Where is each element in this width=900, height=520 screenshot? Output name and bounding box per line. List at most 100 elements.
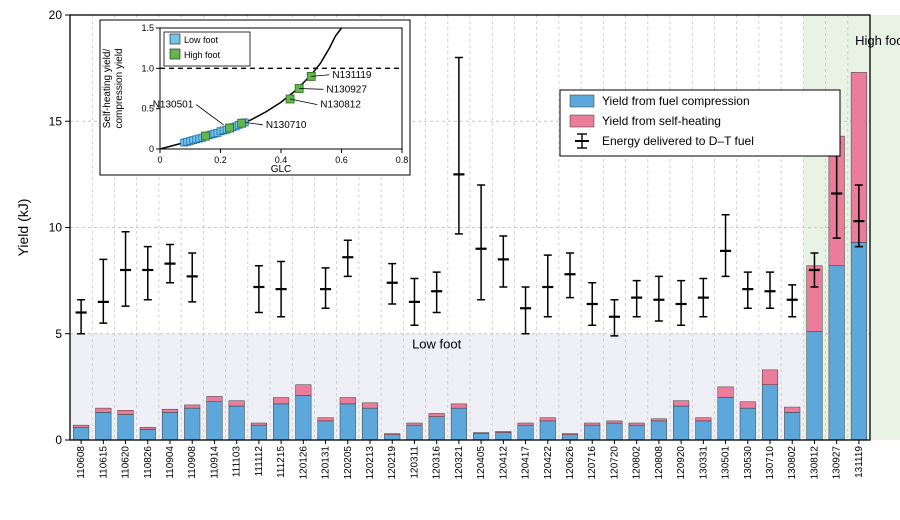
- bar-selfheating: [429, 413, 445, 416]
- bar-selfheating: [784, 407, 800, 412]
- x-tick-label: 120920: [676, 446, 687, 480]
- svg-text:0: 0: [149, 144, 154, 154]
- energy-point: [276, 262, 287, 317]
- bar-selfheating: [629, 423, 645, 425]
- bar-selfheating: [207, 396, 223, 401]
- x-tick-label: 111215: [276, 446, 287, 478]
- bar-compression: [696, 421, 712, 440]
- energy-point: [520, 287, 531, 334]
- bar-compression: [540, 421, 556, 440]
- energy-point: [164, 245, 175, 283]
- bar-compression: [140, 429, 156, 440]
- inset-y-label: compression yield: [114, 48, 125, 128]
- energy-point: [742, 272, 753, 308]
- x-tick-label: 120716: [587, 446, 598, 480]
- energy-point: [387, 264, 398, 304]
- energy-point: [409, 279, 420, 326]
- svg-text:1.5: 1.5: [141, 23, 154, 33]
- svg-text:High foot: High foot: [184, 50, 221, 60]
- energy-point: [676, 281, 687, 326]
- bar-compression: [851, 242, 867, 440]
- energy-point: [342, 240, 353, 276]
- bar-compression: [118, 415, 134, 441]
- bar-selfheating: [651, 419, 667, 421]
- legend-label: Energy delivered to D–T fuel: [602, 134, 754, 148]
- bar-selfheating: [718, 387, 734, 398]
- x-tick-label: 120802: [632, 446, 643, 480]
- bar-selfheating: [251, 423, 267, 425]
- bar-selfheating: [273, 398, 289, 404]
- bar-selfheating: [740, 402, 756, 408]
- bar-compression: [718, 398, 734, 441]
- bar-compression: [296, 395, 312, 440]
- x-tick-label: 120316: [432, 446, 443, 480]
- bar-compression: [562, 435, 578, 440]
- bar-compression: [429, 417, 445, 440]
- bar-selfheating: [340, 398, 356, 404]
- energy-point: [142, 247, 153, 300]
- inset-annotation: N130501: [153, 100, 194, 111]
- x-tick-label: 131119: [854, 446, 865, 478]
- x-tick-label: 120219: [387, 446, 398, 480]
- x-tick-label: 130812: [809, 446, 820, 480]
- x-tick-label: 120412: [498, 446, 509, 480]
- bar-compression: [384, 435, 400, 440]
- bar-selfheating: [584, 423, 600, 425]
- energy-point: [542, 255, 553, 317]
- x-tick-label: 120720: [609, 446, 620, 480]
- inset-marker-highfoot: [238, 119, 246, 127]
- energy-point: [320, 268, 331, 308]
- bar-compression: [407, 425, 423, 440]
- high-foot-label: High foot: [855, 33, 900, 48]
- bar-compression: [784, 412, 800, 440]
- bar-selfheating: [562, 434, 578, 435]
- x-tick-label: 111112: [254, 446, 265, 477]
- bar-compression: [740, 408, 756, 440]
- bar-compression: [184, 408, 200, 440]
- bar-compression: [607, 423, 623, 440]
- energy-point: [787, 285, 798, 317]
- x-tick-label: 110914: [209, 446, 220, 479]
- inset-legend: Low footHigh foot: [164, 32, 250, 66]
- x-tick-label: 120311: [409, 446, 420, 479]
- low-foot-label: Low foot: [412, 337, 462, 352]
- bar-compression: [651, 421, 667, 440]
- inset-marker-highfoot: [226, 124, 234, 132]
- bar-compression: [496, 433, 512, 440]
- x-tick-label: 130802: [787, 446, 798, 480]
- y-tick-label: 15: [49, 114, 63, 128]
- energy-point: [76, 300, 87, 334]
- energy-point: [498, 236, 509, 287]
- bar-selfheating: [318, 418, 334, 421]
- bar-compression: [162, 412, 178, 440]
- energy-point: [631, 281, 642, 317]
- energy-point: [120, 232, 131, 306]
- inset-annotation: N130710: [266, 120, 307, 131]
- x-tick-label: 120417: [521, 446, 532, 480]
- bar-compression: [673, 406, 689, 440]
- bar-selfheating: [162, 409, 178, 412]
- energy-point: [98, 259, 109, 323]
- legend-label: Yield from self-heating: [602, 114, 721, 128]
- x-tick-label: 120131: [321, 446, 332, 480]
- energy-point: [431, 272, 442, 312]
- y-tick-label: 0: [55, 433, 62, 447]
- x-tick-label: 120321: [454, 446, 465, 480]
- bar-selfheating: [296, 385, 312, 396]
- y-tick-label: 20: [49, 8, 63, 22]
- legend: Yield from fuel compressionYield from se…: [560, 90, 840, 156]
- x-tick-label: 120808: [654, 446, 665, 480]
- x-tick-label: 130927: [832, 446, 843, 480]
- inset-annotation: N130927: [326, 84, 367, 95]
- svg-text:0: 0: [157, 155, 162, 165]
- bar-selfheating: [762, 370, 778, 385]
- bar-compression: [229, 406, 245, 440]
- x-tick-label: 130501: [721, 446, 732, 480]
- bar-selfheating: [540, 418, 556, 421]
- x-tick-label: 120405: [476, 446, 487, 480]
- bar-compression: [273, 404, 289, 440]
- bar-compression: [207, 402, 223, 440]
- svg-text:0.8: 0.8: [396, 155, 409, 165]
- energy-point: [720, 215, 731, 277]
- x-tick-label: 110608: [76, 446, 87, 479]
